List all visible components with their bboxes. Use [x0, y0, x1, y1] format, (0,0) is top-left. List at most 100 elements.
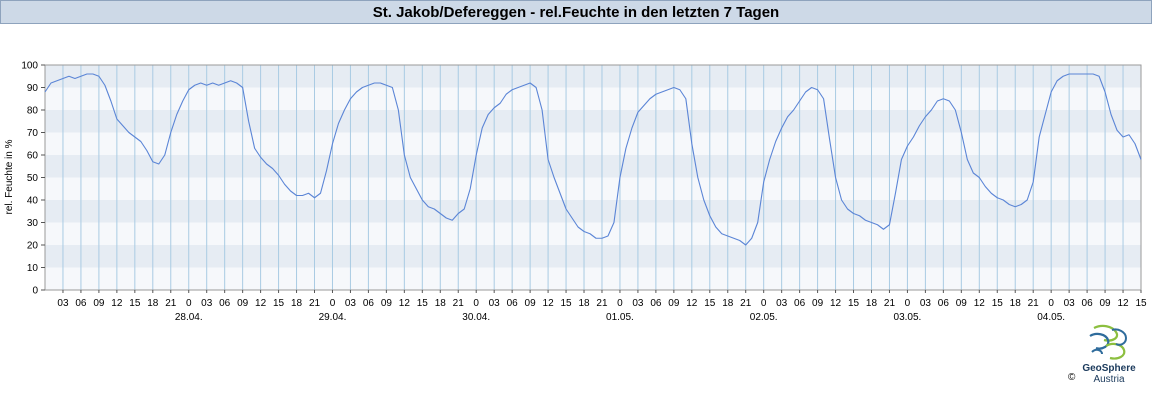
x-tick-label: 0 — [186, 298, 192, 309]
x-tick-label: 18 — [722, 298, 734, 309]
x-tick-label: 12 — [830, 298, 842, 309]
x-tick-label: 15 — [417, 298, 429, 309]
x-tick-label: 21 — [1028, 298, 1040, 309]
series-line-humidity — [44, 73, 1142, 246]
x-tick-label: 12 — [255, 298, 267, 309]
x-tick-label: 0 — [473, 298, 479, 309]
x-tick-label: 06 — [219, 298, 231, 309]
x-tick-label: 03 — [489, 298, 501, 309]
y-tick-label: 20 — [27, 241, 39, 252]
y-tick-label: 70 — [27, 128, 39, 139]
x-tick-label: 0 — [761, 298, 767, 309]
x-tick-label: 06 — [650, 298, 662, 309]
x-tick-label: 06 — [75, 298, 87, 309]
geosphere-logo: GeoSphere Austria — [1066, 322, 1152, 400]
x-date-label: 30.04. — [462, 312, 490, 323]
x-tick-label: 18 — [1010, 298, 1022, 309]
x-tick-label: 0 — [1048, 298, 1054, 309]
band-0-10 — [45, 267, 1141, 290]
x-tick-label: 09 — [956, 298, 968, 309]
copyright-symbol: © — [1068, 372, 1076, 383]
x-tick-label: 09 — [93, 298, 105, 309]
geosphere-emblem-icon — [1089, 324, 1128, 360]
logo-country: Austria — [1093, 374, 1125, 385]
x-date-label: 03.05. — [894, 312, 922, 323]
x-tick-label: 09 — [525, 298, 537, 309]
y-tick-label: 60 — [27, 151, 39, 162]
x-tick-label: 06 — [794, 298, 806, 309]
x-tick-label: 15 — [273, 298, 285, 309]
x-tick-label: 15 — [704, 298, 716, 309]
x-tick-label: 18 — [291, 298, 303, 309]
band-80-90 — [45, 87, 1141, 110]
x-tick-label: 0 — [330, 298, 336, 309]
x-tick-label: 06 — [363, 298, 375, 309]
y-tick-label: 50 — [27, 173, 39, 184]
x-tick-label: 21 — [309, 298, 321, 309]
x-tick-label: 09 — [381, 298, 393, 309]
background-bands — [45, 65, 1141, 290]
x-tick-label: 18 — [147, 298, 159, 309]
title-bar: St. Jakob/Defereggen - rel.Feuchte in de… — [0, 0, 1152, 24]
x-tick-label: 03 — [57, 298, 69, 309]
x-tick-label: 12 — [399, 298, 411, 309]
x-tick-label: 03 — [1064, 298, 1076, 309]
y-axis: 0 10 20 30 40 50 60 70 80 90 100 — [21, 61, 45, 297]
y-tick-label: 100 — [21, 61, 38, 72]
y-tick-label: 10 — [27, 263, 39, 274]
y-tick-label: 80 — [27, 106, 39, 117]
x-tick-label: 03 — [201, 298, 213, 309]
x-tick-label: 12 — [686, 298, 698, 309]
y-tick-label: 0 — [32, 286, 38, 297]
x-tick-label: 21 — [740, 298, 752, 309]
x-tick-label: 0 — [905, 298, 911, 309]
x-tick-label: 03 — [345, 298, 357, 309]
x-tick-label: 12 — [111, 298, 123, 309]
band-40-50 — [45, 177, 1141, 200]
x-date-label: 01.05. — [606, 312, 634, 323]
x-tick-label: 06 — [507, 298, 519, 309]
x-date-label: 29.04. — [319, 312, 347, 323]
x-date-label: 28.04. — [175, 312, 203, 323]
band-30-40 — [45, 200, 1141, 223]
x-tick-label: 12 — [974, 298, 986, 309]
x-tick-label: 09 — [237, 298, 249, 309]
x-tick-label: 12 — [543, 298, 555, 309]
x-tick-label: 21 — [453, 298, 465, 309]
x-date-label: 02.05. — [750, 312, 778, 323]
x-tick-label: 21 — [165, 298, 177, 309]
x-tick-label: 21 — [884, 298, 896, 309]
x-tick-label: 21 — [596, 298, 608, 309]
x-tick-label: 18 — [435, 298, 447, 309]
band-20-30 — [45, 222, 1141, 245]
x-tick-label: 03 — [632, 298, 644, 309]
x-tick-label: 15 — [848, 298, 860, 309]
band-10-20 — [45, 245, 1141, 268]
x-tick-label: 06 — [938, 298, 950, 309]
x-tick-label: 06 — [1082, 298, 1094, 309]
band-70-80 — [45, 110, 1141, 133]
x-tick-label: 18 — [866, 298, 878, 309]
x-tick-label: 09 — [812, 298, 824, 309]
x-tick-label: 15 — [1135, 298, 1147, 309]
x-tick-label: 15 — [992, 298, 1004, 309]
band-90-100 — [45, 65, 1141, 88]
x-tick-label: 0 — [617, 298, 623, 309]
y-tick-label: 30 — [27, 218, 39, 229]
y-axis-label: rel. Feuchte in % — [4, 139, 15, 214]
x-tick-label: 15 — [129, 298, 141, 309]
y-tick-label: 90 — [27, 83, 39, 94]
vertical-gridlines — [62, 65, 1124, 290]
logo-name: GeoSphere — [1082, 363, 1136, 374]
band-60-70 — [45, 132, 1141, 155]
x-tick-label: 09 — [668, 298, 680, 309]
chart-title: St. Jakob/Defereggen - rel.Feuchte in de… — [372, 3, 780, 21]
x-tick-label: 09 — [1100, 298, 1112, 309]
x-tick-label: 15 — [560, 298, 572, 309]
x-tick-label: 12 — [1117, 298, 1129, 309]
x-tick-label: 18 — [578, 298, 590, 309]
x-tick-label: 03 — [776, 298, 788, 309]
band-50-60 — [45, 155, 1141, 178]
x-tick-label: 03 — [920, 298, 932, 309]
